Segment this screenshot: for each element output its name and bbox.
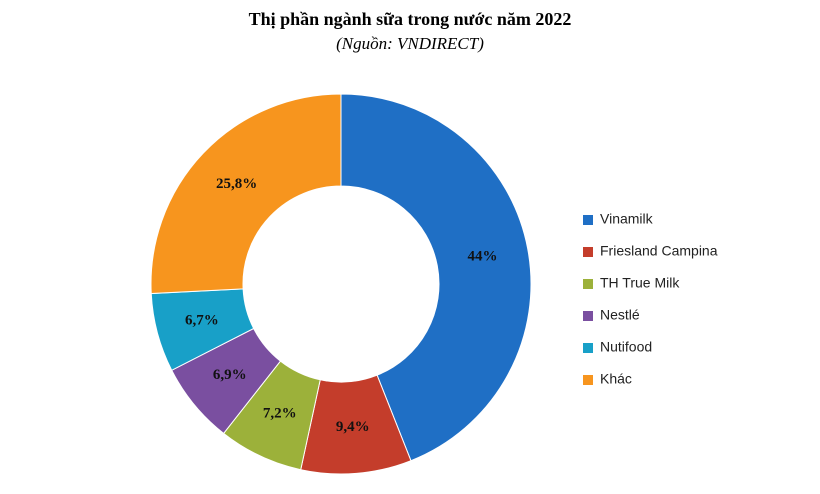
data-label: 9,4% [336,419,370,435]
chart-subtitle: (Nguồn: VNDIRECT) [336,34,484,53]
donut-slice [340,93,532,462]
legend-label: Nestlé [600,307,640,323]
legend-label: TH True Milk [600,275,680,291]
data-label: 44% [467,248,497,264]
legend-swatch [583,343,593,353]
legend-swatch [583,215,593,225]
legend-label: Friesland Campina [600,243,718,259]
donut-slice [150,93,342,295]
legend-swatch [583,311,593,321]
chart-title: Thị phần ngành sữa trong nước năm 2022 [249,9,572,29]
legend-swatch [583,247,593,257]
data-label: 7,2% [263,406,297,422]
legend-label: Vinamilk [600,211,654,227]
data-label: 6,9% [213,367,247,383]
data-label: 25,8% [216,176,257,192]
legend-swatch [583,375,593,385]
legend-swatch [583,279,593,289]
legend-label: Khác [600,371,632,387]
legend-label: Nutifood [600,339,652,355]
data-label: 6,7% [185,313,219,329]
